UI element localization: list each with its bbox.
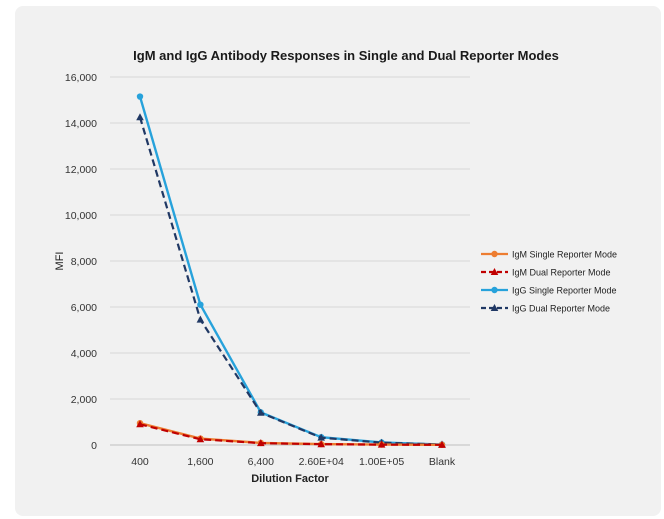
data-point <box>196 315 205 323</box>
data-point <box>136 93 144 100</box>
x-tick-label: 2.60E+04 <box>299 456 344 468</box>
legend-marker <box>490 268 499 275</box>
data-point <box>196 435 205 443</box>
x-axis-ticks: 400 1,600 6,400 2.60E+04 1.00E+05 Blank <box>131 456 456 468</box>
legend-label: IgM Single Reporter Mode <box>512 250 617 260</box>
y-tick-label: 4,000 <box>71 348 97 360</box>
x-axis-title: Dilution Factor <box>251 473 329 485</box>
legend-item: IgG Single Reporter Mode <box>481 286 617 296</box>
x-tick-label: Blank <box>429 456 456 468</box>
data-point <box>317 433 325 441</box>
series-2 <box>136 420 446 448</box>
y-axis-ticks: 0 2,000 4,000 6,000 8,000 10,000 12,000 14,000 1… <box>65 72 97 452</box>
data-point <box>257 408 265 416</box>
gridlines <box>110 76 470 400</box>
y-tick-label: 12,000 <box>65 164 97 176</box>
series-4 <box>136 113 446 448</box>
x-tick-label: 1,600 <box>187 456 213 468</box>
y-axis-title: MFI <box>54 252 66 271</box>
data-point <box>317 440 325 448</box>
legend-marker <box>490 304 499 311</box>
y-tick-label: 2,000 <box>71 394 97 406</box>
data-point <box>197 301 204 308</box>
legend-label: IgG Dual Reporter Mode <box>512 304 610 314</box>
y-tick-label: 16,000 <box>65 72 97 84</box>
data-point <box>136 113 144 121</box>
y-tick-label: 0 <box>91 440 97 452</box>
y-tick-label: 8,000 <box>71 256 97 268</box>
chart-title: IgM and IgG Antibody Responses in Single… <box>133 48 559 63</box>
data-point <box>136 420 144 428</box>
series-line <box>138 116 443 446</box>
x-tick-label: 400 <box>131 456 149 468</box>
legend-label: IgG Single Reporter Mode <box>512 286 617 296</box>
data-point <box>438 440 446 448</box>
legend-item: IgM Single Reporter Mode <box>481 250 617 260</box>
y-tick-label: 14,000 <box>65 118 97 130</box>
legend-marker <box>491 250 498 258</box>
data-point <box>377 440 386 448</box>
legend: IgM Single Reporter Mode IgM Dual Reporte… <box>481 250 617 314</box>
series-line <box>139 423 443 446</box>
legend-item: IgG Dual Reporter Mode <box>481 304 610 314</box>
series-3 <box>136 93 446 448</box>
y-tick-label: 10,000 <box>65 210 97 222</box>
series-lines <box>136 93 446 448</box>
legend-item: IgM Dual Reporter Mode <box>481 268 611 278</box>
y-tick-label: 6,000 <box>71 302 97 314</box>
x-tick-label: 1.00E+05 <box>359 456 404 468</box>
legend-label: IgM Dual Reporter Mode <box>512 268 611 278</box>
legend-marker <box>491 286 498 294</box>
x-tick-label: 6,400 <box>248 456 274 468</box>
data-point <box>257 439 265 447</box>
